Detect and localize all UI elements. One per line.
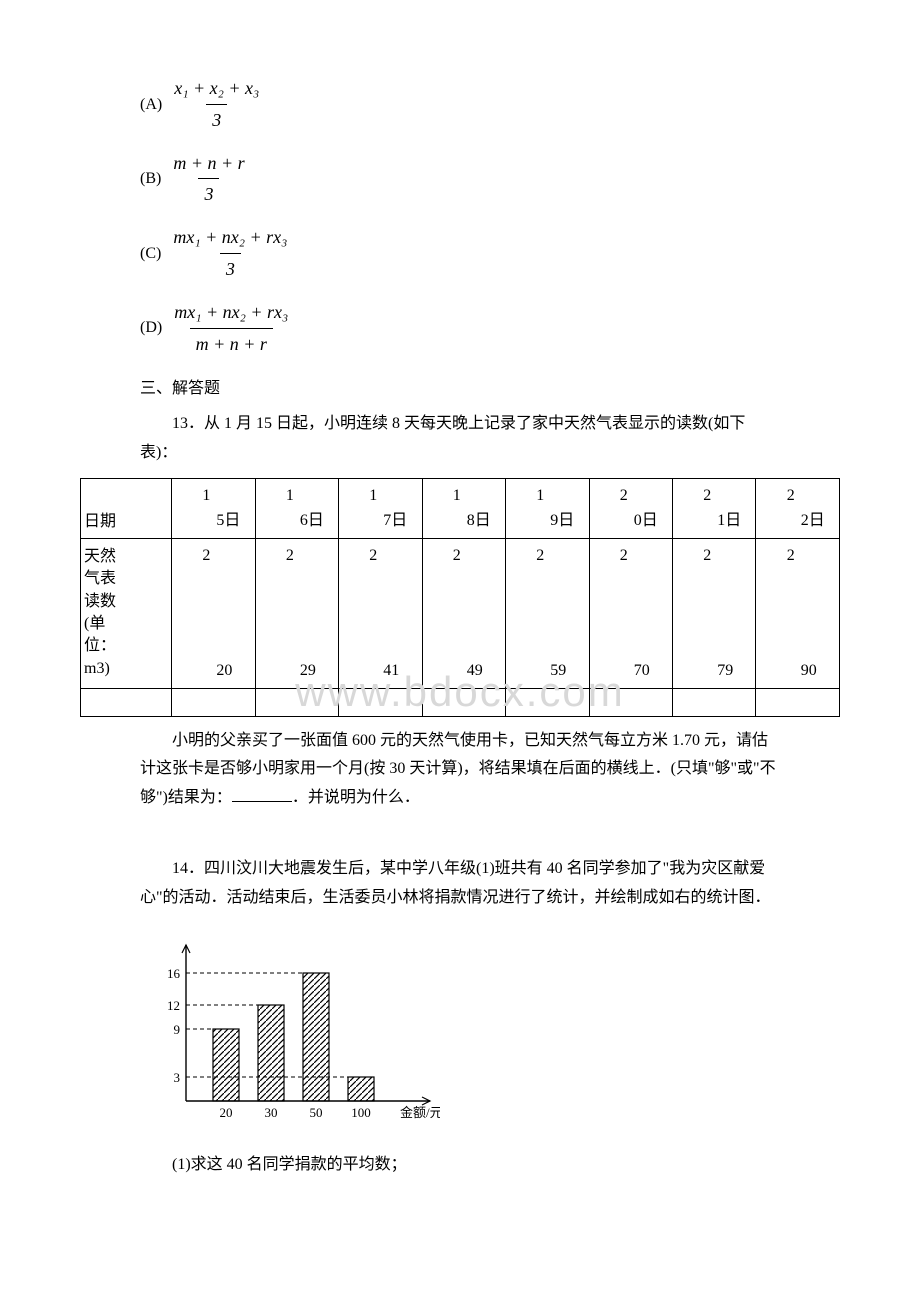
date-right: 5日 — [213, 479, 254, 538]
date-right: 6日 — [297, 479, 338, 538]
val-left: 2 — [673, 539, 714, 688]
svg-text:16: 16 — [167, 966, 181, 981]
q14-sub1: (1)求这 40 名同学捐款的平均数； — [140, 1152, 780, 1178]
val-left: 2 — [423, 539, 464, 688]
svg-text:20: 20 — [220, 1105, 233, 1120]
gas-readings-table: 日期 15日 16日 17日 18日 19日 20日 21日 22日 天然气表读… — [80, 478, 840, 717]
val-right: 29 — [297, 539, 338, 688]
date-right: 9日 — [547, 479, 588, 538]
row2-header: 天然气表读数(单位：m3) — [81, 539, 126, 688]
option-c-den: 3 — [220, 253, 241, 284]
table-row — [81, 688, 840, 716]
val-left: 2 — [339, 539, 380, 688]
val-left: 2 — [172, 539, 213, 688]
option-a-label: (A) — [140, 92, 162, 118]
val-left: 2 — [590, 539, 631, 688]
date-right: 0日 — [631, 479, 672, 538]
option-c-num: mx₁ + nx₂ + rx₃ — [167, 223, 293, 253]
option-c-fraction: mx₁ + nx₂ + rx₃ 3 — [167, 223, 293, 284]
val-right: 49 — [464, 539, 505, 688]
section-3-heading: 三、解答题 — [140, 376, 840, 402]
date-left: 2 — [756, 479, 797, 538]
option-b: (B) m + n + r 3 — [140, 149, 840, 210]
val-right: 59 — [547, 539, 588, 688]
row1-header: 日期 — [81, 479, 126, 538]
donation-chart: 3 9 12 16 20 30 50 100 金额/元 — [140, 931, 840, 1135]
option-b-num: m + n + r — [167, 149, 250, 179]
val-left: 2 — [256, 539, 297, 688]
option-d: (D) mx₁ + nx₂ + rx₃ m + n + r — [140, 298, 840, 359]
date-left: 1 — [172, 479, 213, 538]
svg-text:50: 50 — [310, 1105, 323, 1120]
q14-intro: 14．四川汶川大地震发生后，某中学八年级(1)班共有 40 名同学参加了"我为灾… — [140, 855, 780, 913]
val-right: 90 — [798, 539, 839, 688]
option-b-label: (B) — [140, 166, 161, 192]
table-row: 日期 15日 16日 17日 18日 19日 20日 21日 22日 — [81, 478, 840, 538]
option-a-fraction: x₁ + x₂ + x₃ 3 — [168, 74, 265, 135]
val-right: 79 — [714, 539, 755, 688]
option-d-label: (D) — [140, 315, 162, 341]
date-left: 2 — [673, 479, 714, 538]
donation-bar-chart: 3 9 12 16 20 30 50 100 金额/元 — [140, 931, 440, 1126]
option-c-label: (C) — [140, 241, 161, 267]
date-left: 1 — [339, 479, 380, 538]
date-right: 7日 — [380, 479, 421, 538]
svg-text:金额/元: 金额/元 — [400, 1105, 440, 1120]
q13-intro: 13．从 1 月 15 日起，小明连续 8 天每天晚上记录了家中天然气表显示的读… — [140, 410, 780, 468]
option-a-den: 3 — [206, 104, 227, 135]
val-left: 2 — [756, 539, 797, 688]
val-right: 41 — [380, 539, 421, 688]
option-d-fraction: mx₁ + nx₂ + rx₃ m + n + r — [168, 298, 294, 359]
date-left: 1 — [423, 479, 464, 538]
val-right: 70 — [631, 539, 672, 688]
svg-text:30: 30 — [265, 1105, 278, 1120]
option-b-den: 3 — [198, 178, 219, 209]
svg-text:100: 100 — [351, 1105, 371, 1120]
answer-blank[interactable] — [232, 786, 292, 802]
date-left: 1 — [256, 479, 297, 538]
date-right: 1日 — [714, 479, 755, 538]
val-left: 2 — [506, 539, 547, 688]
q13-tail-text: ．并说明为什么． — [292, 789, 420, 806]
val-right: 20 — [213, 539, 254, 688]
table-row: 天然气表读数(单位：m3) 220 229 241 249 259 270 27… — [81, 538, 840, 688]
svg-text:9: 9 — [174, 1022, 181, 1037]
option-a: (A) x₁ + x₂ + x₃ 3 — [140, 74, 840, 135]
date-right: 8日 — [464, 479, 505, 538]
svg-text:3: 3 — [174, 1070, 181, 1085]
date-right: 2日 — [798, 479, 839, 538]
date-left: 2 — [590, 479, 631, 538]
option-d-num: mx₁ + nx₂ + rx₃ — [168, 298, 294, 328]
option-a-num: x₁ + x₂ + x₃ — [168, 74, 265, 104]
option-c: (C) mx₁ + nx₂ + rx₃ 3 — [140, 223, 840, 284]
date-left: 1 — [506, 479, 547, 538]
option-d-den: m + n + r — [190, 328, 273, 359]
option-b-fraction: m + n + r 3 — [167, 149, 250, 210]
q13-body: 小明的父亲买了一张面值 600 元的天然气使用卡，已知天然气每立方米 1.70 … — [140, 727, 780, 813]
svg-text:12: 12 — [167, 998, 180, 1013]
